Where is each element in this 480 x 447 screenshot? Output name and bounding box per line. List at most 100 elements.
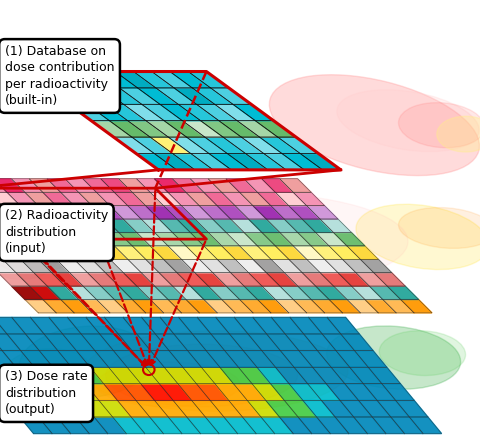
Polygon shape [289,384,322,401]
Polygon shape [29,286,61,299]
Polygon shape [334,286,365,299]
Polygon shape [0,179,7,192]
Polygon shape [57,417,89,434]
Polygon shape [262,286,293,299]
Polygon shape [0,232,7,246]
Ellipse shape [5,349,91,393]
Polygon shape [284,401,317,417]
Polygon shape [114,299,146,313]
Polygon shape [74,206,105,219]
Polygon shape [311,246,342,259]
Text: (1) Database on
dose contribution
per radioactivity
(built-in): (1) Database on dose contribution per ra… [5,45,114,107]
Polygon shape [264,153,304,170]
Polygon shape [74,259,106,273]
Polygon shape [69,104,109,121]
Polygon shape [92,259,123,273]
Polygon shape [271,259,302,273]
Polygon shape [70,219,101,232]
Polygon shape [0,334,2,350]
Polygon shape [25,299,56,313]
Polygon shape [276,246,307,259]
Polygon shape [136,153,177,170]
Polygon shape [38,206,70,219]
Polygon shape [234,384,266,401]
Polygon shape [230,219,262,232]
Polygon shape [299,350,331,367]
Polygon shape [114,246,145,259]
Polygon shape [178,384,210,401]
Polygon shape [0,206,16,219]
Polygon shape [257,192,288,206]
Ellipse shape [19,326,154,398]
Polygon shape [186,192,217,206]
Polygon shape [123,219,155,232]
Polygon shape [317,417,349,434]
Polygon shape [340,401,372,417]
Polygon shape [293,299,324,313]
Polygon shape [133,72,174,88]
Polygon shape [210,401,242,417]
Polygon shape [7,246,38,259]
Polygon shape [282,153,323,170]
Polygon shape [56,259,87,273]
Polygon shape [298,286,329,299]
Polygon shape [0,232,25,246]
Polygon shape [249,219,280,232]
Polygon shape [132,192,164,206]
Polygon shape [183,367,215,384]
Polygon shape [208,286,240,299]
Polygon shape [208,179,240,192]
Polygon shape [231,273,262,286]
Polygon shape [409,417,442,434]
Ellipse shape [398,207,480,249]
Polygon shape [75,417,108,434]
Polygon shape [244,232,276,246]
Polygon shape [96,192,128,206]
Polygon shape [0,384,24,401]
Polygon shape [191,232,222,246]
Polygon shape [222,192,253,206]
Polygon shape [119,179,150,192]
Polygon shape [29,232,60,246]
Polygon shape [276,299,307,313]
Polygon shape [24,401,57,417]
Polygon shape [239,367,271,384]
Ellipse shape [0,219,86,273]
Polygon shape [105,317,137,334]
Polygon shape [0,334,21,350]
Polygon shape [211,334,243,350]
Polygon shape [142,104,182,121]
Polygon shape [0,192,2,206]
Polygon shape [235,259,266,273]
Polygon shape [83,179,114,192]
Polygon shape [345,384,377,401]
Polygon shape [326,384,359,401]
Polygon shape [396,401,428,417]
Polygon shape [58,350,90,367]
Polygon shape [324,259,356,273]
Polygon shape [172,286,204,299]
Polygon shape [258,299,289,313]
Polygon shape [109,121,150,137]
Polygon shape [156,334,188,350]
Polygon shape [113,417,145,434]
Polygon shape [336,350,368,367]
Polygon shape [294,367,326,384]
Polygon shape [0,246,21,259]
Polygon shape [0,219,29,232]
Polygon shape [177,273,208,286]
Polygon shape [196,384,228,401]
Polygon shape [349,367,382,384]
Ellipse shape [96,362,240,407]
Polygon shape [128,259,159,273]
Polygon shape [142,317,174,334]
Polygon shape [87,273,119,286]
Polygon shape [223,137,264,153]
Polygon shape [123,317,156,334]
Polygon shape [261,417,293,434]
Polygon shape [266,273,298,286]
Polygon shape [284,273,316,286]
Polygon shape [354,417,386,434]
Polygon shape [100,334,132,350]
Polygon shape [374,273,405,286]
